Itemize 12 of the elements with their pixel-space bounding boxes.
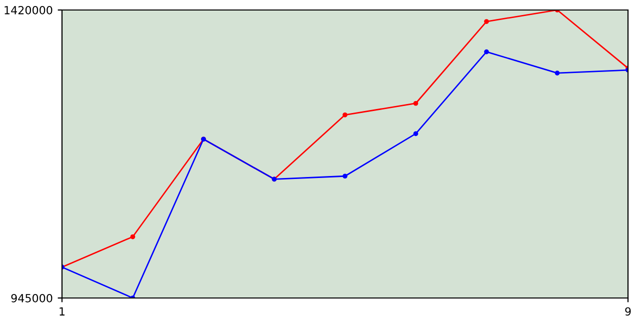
y-tick-label: 945000 bbox=[11, 294, 52, 302]
point bbox=[413, 131, 418, 136]
point bbox=[484, 49, 489, 54]
point bbox=[342, 112, 348, 118]
x-tick-label: 1 bbox=[60, 307, 65, 316]
point bbox=[554, 70, 560, 76]
x-tick-label: 9 bbox=[625, 307, 631, 316]
point bbox=[484, 19, 489, 24]
point bbox=[413, 100, 418, 106]
point bbox=[130, 234, 136, 240]
point bbox=[342, 174, 348, 179]
y-tick-label: 1420000 bbox=[4, 6, 52, 14]
